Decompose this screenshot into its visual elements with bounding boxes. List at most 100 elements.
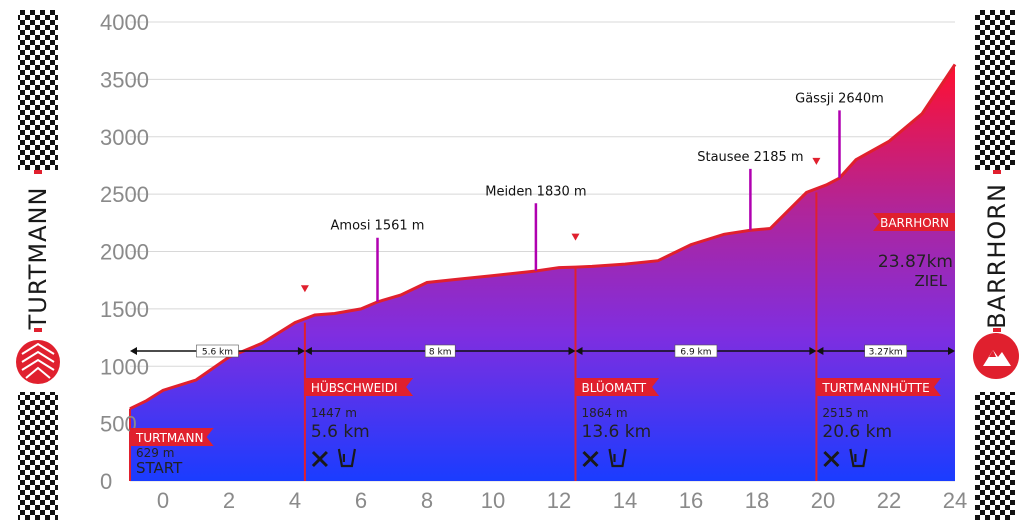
poi-label: Stausee 2185 m xyxy=(697,150,803,165)
station-alt: 1864 m xyxy=(582,406,628,420)
x-tick-label: 18 xyxy=(745,488,769,513)
x-tick-label: 16 xyxy=(679,488,703,513)
cup-icon xyxy=(337,448,356,468)
x-tick-label: 6 xyxy=(355,488,367,513)
station-name: TURTMANN xyxy=(135,431,203,445)
pois: Amosi 1561 m Meiden 1830 m Stausee 2185 m G… xyxy=(331,91,884,302)
profile-line xyxy=(129,63,957,411)
poi-3: Gässji 2640m xyxy=(795,91,884,179)
segment-arrow-left xyxy=(130,347,137,355)
station-km: 5.6 km xyxy=(311,422,370,442)
station-3: TURTMANNHÜTTE 2515 m 20.6 km xyxy=(816,378,941,468)
poi-label: Meiden 1830 m xyxy=(485,184,586,199)
segment-arrow-left xyxy=(575,347,583,355)
finish-name: BARRHORN xyxy=(880,216,949,230)
checker-flag-left-bottom xyxy=(18,392,58,520)
segment-arrow-right xyxy=(297,347,305,355)
station-flag xyxy=(304,378,414,396)
turtmann-logo-icon xyxy=(16,340,60,384)
segment-label: 5.6 km xyxy=(202,348,233,358)
side-dash-left-top xyxy=(34,170,42,174)
checker-flag-right-bottom xyxy=(975,392,1015,520)
segment-arrow-left xyxy=(304,347,312,355)
x-tick-label: 4 xyxy=(289,488,301,513)
mountain-icon xyxy=(973,333,1019,379)
x-tick-label: 12 xyxy=(547,488,571,513)
finish-km: 23.87km xyxy=(878,252,953,272)
y-tick-label: 0 xyxy=(100,469,112,494)
station-alt: 2515 m xyxy=(822,406,868,420)
segment-label-box xyxy=(196,344,239,358)
segment-0: 5.6 km xyxy=(130,344,305,358)
station-flag xyxy=(130,428,214,446)
food-drink-icon xyxy=(823,448,868,468)
segment-1: 8 km xyxy=(304,344,576,358)
x-tick-label: 10 xyxy=(481,488,505,513)
x-tick-label: 20 xyxy=(811,488,835,513)
y-tick-label: 2500 xyxy=(100,182,149,207)
station-name: BLÜOMATT xyxy=(582,379,647,395)
checker-flag-left-top xyxy=(18,10,58,170)
food-drink-icon xyxy=(582,448,627,468)
station-name: TURTMANNHÜTTE xyxy=(821,379,929,395)
y-tick-label: 2000 xyxy=(100,240,149,265)
utensils-icon xyxy=(582,450,599,468)
segment-3: 3.27km xyxy=(816,344,955,358)
x-axis: 0 2 4 6 8 10 12 14 16 18 20 22 24 xyxy=(157,488,967,513)
marker-triangle xyxy=(571,233,580,241)
y-tick-label: 3000 xyxy=(100,125,149,150)
x-tick-label: 22 xyxy=(877,488,901,513)
station-1: HÜBSCHWEIDI 1447 m 5.6 km xyxy=(304,378,414,468)
segment-label: 8 km xyxy=(429,348,452,358)
y-tick-label: 1500 xyxy=(100,297,149,322)
segment-arrow-right xyxy=(568,347,576,355)
finish-tag: ZIEL xyxy=(914,272,947,290)
station-flag xyxy=(816,378,941,396)
food-drink-icon xyxy=(311,448,356,468)
segment-label-box xyxy=(424,344,456,358)
segments: 5.6 km 8 km 6.9 km 3.27km xyxy=(130,344,955,358)
segment-label-box xyxy=(864,344,908,358)
y-tick-label: 3500 xyxy=(100,67,149,92)
station-alt: 1447 m xyxy=(311,406,357,420)
poi-2: Stausee 2185 m xyxy=(697,150,804,231)
x-tick-label: 8 xyxy=(421,488,433,513)
segment-label: 3.27km xyxy=(869,348,903,358)
finish-flag xyxy=(873,213,955,231)
marker-triangle xyxy=(300,285,309,293)
markers xyxy=(300,157,821,293)
segment-arrow-left xyxy=(816,347,824,355)
station-alt: 629 m xyxy=(136,446,174,460)
station-tag: START xyxy=(136,459,183,477)
station-name: HÜBSCHWEIDI xyxy=(311,379,398,395)
station-flag xyxy=(575,378,660,396)
utensils-icon xyxy=(823,450,840,468)
side-dash-right-top xyxy=(993,170,1001,174)
segment-arrow-right xyxy=(948,347,955,355)
side-dash-left-bottom xyxy=(34,328,42,332)
station-2: BLÜOMATT 1864 m 13.6 km xyxy=(575,378,660,468)
y-tick-label: 4000 xyxy=(100,10,149,35)
x-tick-label: 24 xyxy=(943,488,967,513)
checker-flag-right-top xyxy=(975,10,1015,170)
cup-icon xyxy=(608,448,627,468)
poi-label: Gässji 2640m xyxy=(795,91,884,106)
station-km: 13.6 km xyxy=(582,422,652,442)
segment-label: 6.9 km xyxy=(680,348,711,358)
utensils-icon xyxy=(311,450,328,468)
side-dash-right-bottom xyxy=(993,328,1001,332)
poi-1: Meiden 1830 m xyxy=(485,184,587,272)
x-tick-label: 0 xyxy=(157,488,169,513)
marker-triangle xyxy=(812,157,821,165)
x-tick-label: 2 xyxy=(223,488,235,513)
poi-0: Amosi 1561 m xyxy=(331,219,425,302)
segment-arrow-right xyxy=(809,347,817,355)
profile-fill xyxy=(130,64,955,482)
station-km: 20.6 km xyxy=(822,422,892,442)
poi-label: Amosi 1561 m xyxy=(331,219,425,234)
cup-icon xyxy=(849,448,868,468)
segment-2: 6.9 km xyxy=(575,344,817,358)
